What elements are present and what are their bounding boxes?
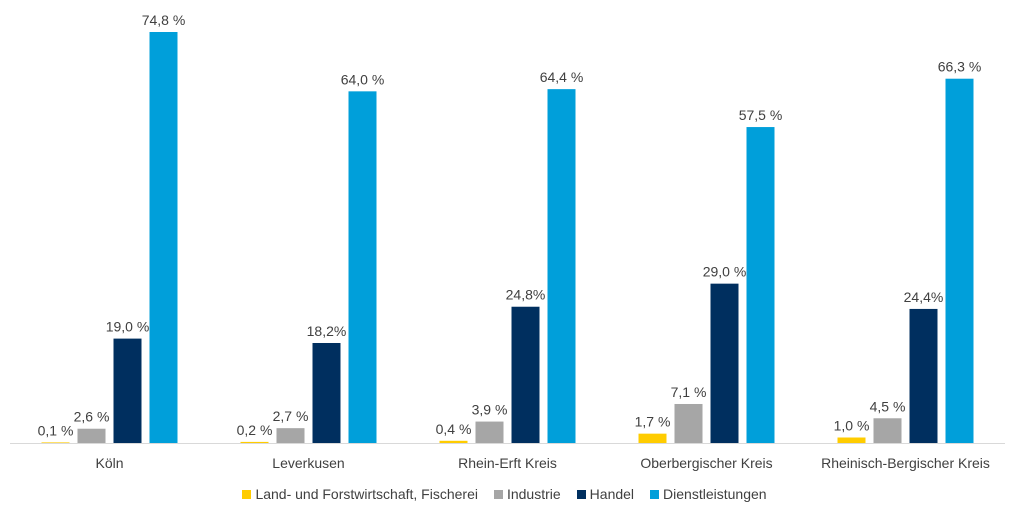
category-label: Rhein-Erft Kreis — [458, 455, 557, 471]
bar-3-5 — [909, 308, 938, 443]
data-label: 19,0 % — [106, 319, 150, 335]
data-label: 0,4 % — [436, 421, 472, 437]
bar-2-3 — [475, 421, 504, 443]
data-label: 2,6 % — [74, 409, 110, 425]
bar-2-4 — [674, 403, 703, 443]
data-label: 29,0 % — [703, 264, 747, 280]
bar-1-3 — [439, 440, 468, 443]
bar-1-1 — [41, 442, 70, 443]
bar-2-2 — [276, 428, 305, 443]
bar-4-3 — [547, 89, 576, 444]
bar-4-2 — [348, 91, 377, 443]
data-label: 3,9 % — [472, 402, 508, 418]
data-label: 7,1 % — [671, 384, 707, 400]
bar-3-4 — [710, 283, 739, 443]
legend-label: Industrie — [506, 486, 561, 502]
bar-1-2 — [240, 441, 269, 443]
bar-1-4 — [638, 433, 667, 443]
data-label: 0,2 % — [237, 422, 273, 438]
data-label: 18,2% — [307, 323, 347, 339]
legend-label: Dienstleistungen — [663, 486, 767, 502]
legend-swatch — [493, 489, 503, 499]
legend-swatch — [242, 489, 252, 499]
data-label: 0,1 % — [38, 422, 74, 438]
data-label: 1,0 % — [834, 418, 870, 434]
data-label: 64,0 % — [341, 71, 385, 87]
category-label: Rheinisch-Bergischer Kreis — [821, 455, 990, 471]
legend-item: Dienstleistungen — [650, 486, 767, 502]
data-label: 24,8% — [506, 287, 546, 303]
legend-item: Land- und Forstwirtschaft, Fischerei — [242, 486, 478, 502]
category-label: Leverkusen — [272, 455, 344, 471]
legend-swatch — [576, 489, 586, 499]
bar-2-1 — [77, 428, 106, 443]
category-label: Oberbergischer Kreis — [640, 455, 772, 471]
data-label: 24,4% — [904, 289, 944, 305]
legend-label: Handel — [589, 486, 635, 502]
data-label: 74,8 % — [142, 12, 186, 28]
bar-1-5 — [837, 437, 866, 443]
legend-item: Industrie — [493, 486, 561, 502]
legend-item: Handel — [576, 486, 635, 502]
legend-label: Land- und Forstwirtschaft, Fischerei — [255, 486, 478, 502]
data-label: 57,5 % — [739, 107, 783, 123]
data-label: 1,7 % — [635, 414, 671, 430]
bar-3-1 — [113, 338, 142, 443]
category-label: Köln — [95, 455, 123, 471]
data-label: 66,3 % — [938, 59, 982, 75]
bar-3-3 — [511, 306, 540, 443]
chart-legend: Land- und Forstwirtschaft, Fischerei Indu… — [0, 486, 1009, 502]
bar-4-1 — [149, 32, 178, 443]
bar-3-2 — [312, 342, 341, 443]
bar-2-5 — [873, 418, 902, 443]
data-label: 4,5 % — [870, 398, 906, 414]
legend-swatch — [650, 489, 660, 499]
data-label: 64,4 % — [540, 69, 584, 85]
bar-4-4 — [746, 127, 775, 443]
bar-chart: 0,1 %2,6 % 19,0 % 74,8 % Köln 0,2 %2,7 % 18,2… — [10, 12, 1005, 471]
data-label: 2,7 % — [273, 408, 309, 424]
bar-4-5 — [945, 78, 974, 444]
